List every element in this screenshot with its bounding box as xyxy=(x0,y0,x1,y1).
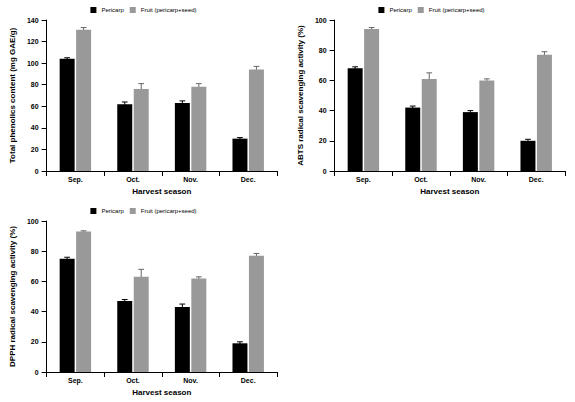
svg-text:0: 0 xyxy=(35,369,39,376)
svg-text:DPPH radical scavenging activi: DPPH radical scavenging activity (%) xyxy=(8,226,17,367)
svg-text:ABTS radical scavenging activi: ABTS radical scavenging activity (%) xyxy=(296,25,305,166)
svg-text:140: 140 xyxy=(27,17,39,24)
svg-text:80: 80 xyxy=(319,47,327,54)
svg-text:Dec.: Dec. xyxy=(529,176,544,183)
svg-text:Oct.: Oct. xyxy=(126,377,140,384)
svg-text:100: 100 xyxy=(315,17,327,24)
svg-text:Harvest season: Harvest season xyxy=(132,388,191,397)
svg-text:40: 40 xyxy=(31,124,39,131)
svg-text:20: 20 xyxy=(31,338,39,345)
svg-text:20: 20 xyxy=(31,146,39,153)
svg-text:Oct.: Oct. xyxy=(126,176,140,183)
svg-text:100: 100 xyxy=(27,60,39,67)
svg-text:Sep.: Sep. xyxy=(68,176,83,184)
svg-text:Fruit (pericarp+seed): Fruit (pericarp+seed) xyxy=(429,7,485,13)
svg-text:60: 60 xyxy=(31,278,39,285)
svg-text:40: 40 xyxy=(319,107,327,114)
svg-text:20: 20 xyxy=(319,137,327,144)
svg-text:Sep.: Sep. xyxy=(68,377,83,385)
svg-text:Dec.: Dec. xyxy=(241,176,256,183)
svg-text:Nov.: Nov. xyxy=(471,176,486,183)
svg-text:60: 60 xyxy=(31,103,39,110)
svg-text:Fruit (pericarp+seed): Fruit (pericarp+seed) xyxy=(141,7,197,13)
svg-text:80: 80 xyxy=(31,81,39,88)
svg-text:Dec.: Dec. xyxy=(241,377,256,384)
svg-text:Sep.: Sep. xyxy=(356,176,371,184)
svg-text:Fruit (pericarp+seed): Fruit (pericarp+seed) xyxy=(141,208,197,214)
svg-text:80: 80 xyxy=(31,248,39,255)
svg-text:Oct.: Oct. xyxy=(414,176,428,183)
svg-text:60: 60 xyxy=(319,77,327,84)
svg-text:Nov.: Nov. xyxy=(183,176,198,183)
svg-text:120: 120 xyxy=(27,38,39,45)
svg-text:Harvest season: Harvest season xyxy=(420,187,479,196)
svg-text:0: 0 xyxy=(35,168,39,175)
svg-text:Pericarp: Pericarp xyxy=(101,7,124,13)
svg-text:Total phenolics content (mg GA: Total phenolics content (mg GAE/g) xyxy=(8,27,17,163)
svg-text:0: 0 xyxy=(323,168,327,175)
svg-text:100: 100 xyxy=(27,218,39,225)
svg-text:Pericarp: Pericarp xyxy=(101,208,124,214)
svg-text:Harvest season: Harvest season xyxy=(132,187,191,196)
svg-text:Nov.: Nov. xyxy=(183,377,198,384)
svg-text:Pericarp: Pericarp xyxy=(389,7,412,13)
svg-text:40: 40 xyxy=(31,308,39,315)
